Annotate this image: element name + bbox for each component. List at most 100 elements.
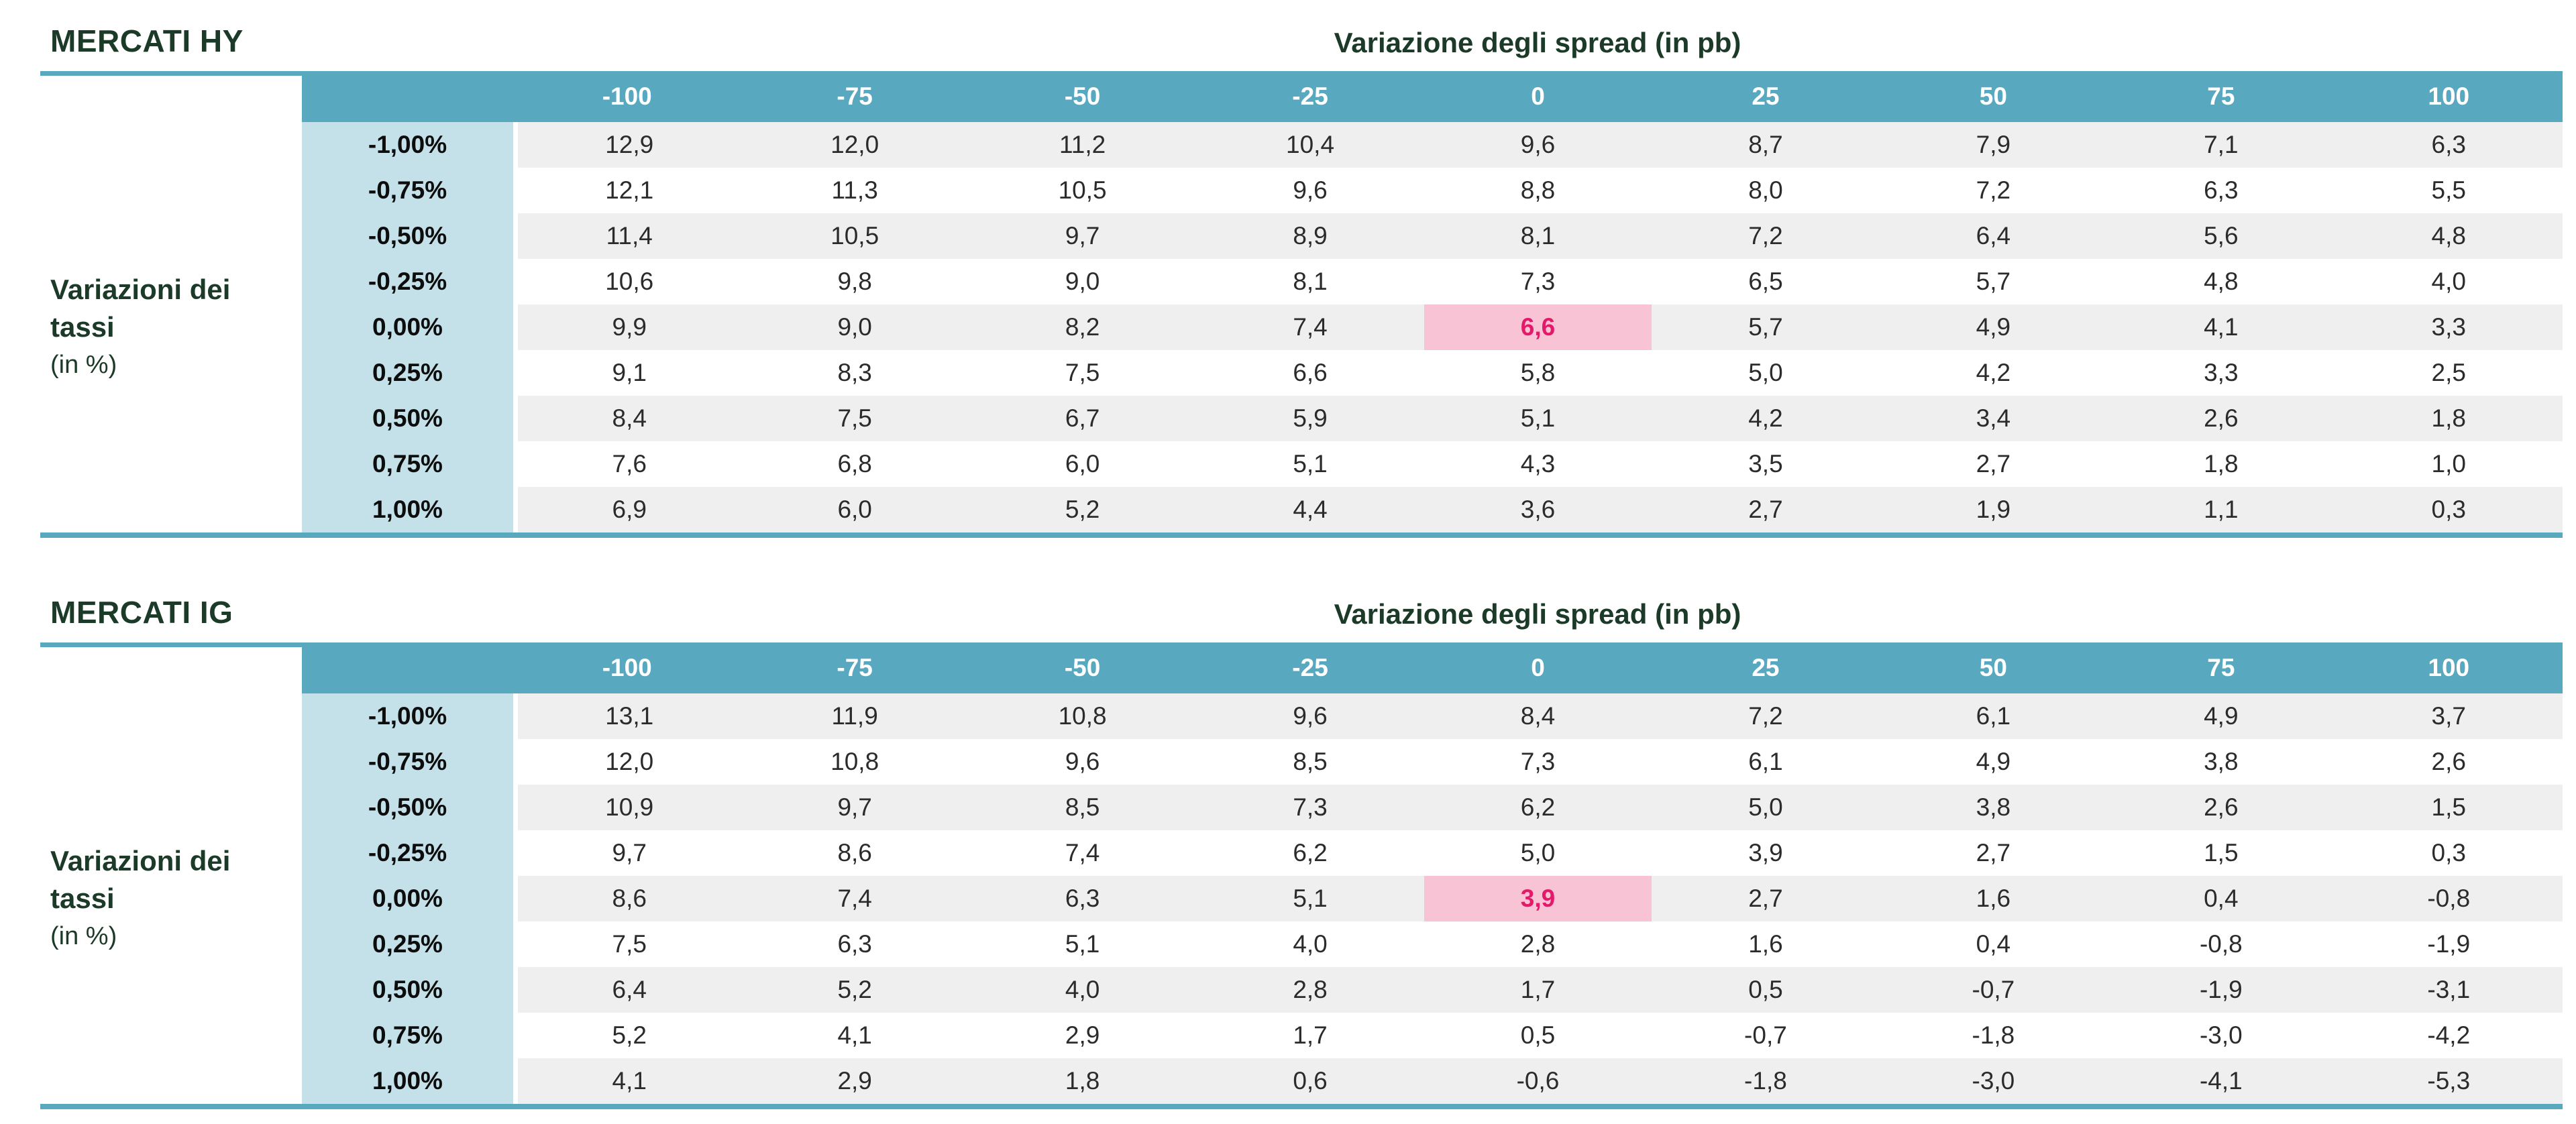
- matrix-cell: 10,8: [741, 739, 969, 785]
- rate-row-header: 0,75%: [302, 441, 513, 487]
- matrix-cell: 6,8: [741, 441, 969, 487]
- matrix-cell: 0,5: [1424, 1013, 1652, 1058]
- matrix-cell: 1,9: [1879, 487, 2108, 532]
- matrix-cell: 5,2: [513, 1013, 741, 1058]
- spread-header-empty-cell: [302, 71, 513, 122]
- spread-col-header: 0: [1424, 71, 1652, 122]
- matrix-cell: 6,2: [1424, 785, 1652, 830]
- matrix-cell: 1,8: [968, 1058, 1197, 1104]
- rate-row-header: 1,00%: [302, 1058, 513, 1104]
- rate-axis-corner: [40, 642, 302, 693]
- matrix-cell: 8,8: [1424, 168, 1652, 213]
- matrix-cell: 5,1: [1196, 441, 1424, 487]
- spread-col-header: -75: [741, 71, 969, 122]
- matrix-cell: 0,6: [1196, 1058, 1424, 1104]
- matrix-cell: 12,0: [513, 739, 741, 785]
- matrix-cell: 2,8: [1424, 921, 1652, 967]
- rate-axis-label-line1: Variazioni dei: [50, 274, 231, 305]
- matrix-cell: -0,6: [1424, 1058, 1652, 1104]
- spread-col-header: -75: [741, 642, 969, 693]
- spread-col-header: 50: [1879, 642, 2108, 693]
- matrix-cell: 4,1: [2107, 304, 2335, 350]
- matrix-cell: 6,3: [968, 876, 1197, 921]
- matrix-cell: 9,7: [741, 785, 969, 830]
- matrix-cell: 6,2: [1196, 830, 1424, 876]
- matrix-cell: 2,7: [1879, 830, 2108, 876]
- matrix-cell: 4,9: [1879, 739, 2108, 785]
- rate-axis-label-line2: tassi: [50, 311, 115, 343]
- matrix-cell: 7,4: [741, 876, 969, 921]
- ig-matrix-table: -100 -75 -50 -25 0 25 50 75 100 Variazioni dei tas…: [40, 642, 2563, 1109]
- spread-col-header: -25: [1196, 71, 1424, 122]
- matrix-cell: 5,9: [1196, 396, 1424, 441]
- matrix-cell: -0,8: [2334, 876, 2563, 921]
- matrix-cell: 1,8: [2107, 441, 2335, 487]
- matrix-cell: -4,2: [2334, 1013, 2563, 1058]
- matrix-cell: 4,1: [513, 1058, 741, 1104]
- matrix-cell: 10,4: [1196, 122, 1424, 168]
- matrix-cell: 9,8: [741, 259, 969, 304]
- matrix-cell: 4,0: [1196, 921, 1424, 967]
- ig-table-section: MERCATI IG Variazione degli spread (in p…: [40, 538, 2563, 1109]
- spread-col-header: -50: [968, 71, 1197, 122]
- highlighted-cell: 6,6: [1424, 304, 1652, 350]
- rate-row-header: -0,50%: [302, 785, 513, 830]
- spread-col-header: -100: [513, 71, 741, 122]
- matrix-cell: 0,5: [1652, 967, 1880, 1013]
- matrix-cell: 8,1: [1424, 213, 1652, 259]
- matrix-cell: 2,6: [2107, 396, 2335, 441]
- matrix-cell: 4,1: [741, 1013, 969, 1058]
- market-title-hy: MERCATI HY: [50, 23, 244, 58]
- matrix-cell: 10,6: [513, 259, 741, 304]
- matrix-cell: 7,3: [1424, 259, 1652, 304]
- matrix-cell: 3,8: [1879, 785, 2108, 830]
- rate-row-header: -1,00%: [302, 693, 513, 739]
- matrix-cell: 1,6: [1879, 876, 2108, 921]
- matrix-cell: 10,5: [968, 168, 1197, 213]
- matrix-cell: 6,9: [513, 487, 741, 532]
- spread-col-header: 100: [2334, 642, 2563, 693]
- rate-row-header: -0,75%: [302, 739, 513, 785]
- matrix-cell: 7,2: [1879, 168, 2108, 213]
- matrix-cell: 5,8: [1424, 350, 1652, 396]
- matrix-cell: 1,5: [2334, 785, 2563, 830]
- matrix-cell: 13,1: [513, 693, 741, 739]
- spread-col-header: 75: [2107, 71, 2335, 122]
- matrix-cell: 1,7: [1424, 967, 1652, 1013]
- rate-row-header: 0,00%: [302, 876, 513, 921]
- matrix-cell: 4,9: [2107, 693, 2335, 739]
- matrix-cell: 0,3: [2334, 487, 2563, 532]
- matrix-cell: 8,4: [1424, 693, 1652, 739]
- matrix-cell: 5,1: [1424, 396, 1652, 441]
- matrix-cell: 2,6: [2107, 785, 2335, 830]
- matrix-cell: 8,7: [1652, 122, 1880, 168]
- matrix-cell: 10,9: [513, 785, 741, 830]
- matrix-cell: -4,1: [2107, 1058, 2335, 1104]
- matrix-cell: 11,2: [968, 122, 1197, 168]
- rate-row-header: -0,50%: [302, 213, 513, 259]
- matrix-cell: 1,0: [2334, 441, 2563, 487]
- rate-row-header: 0,50%: [302, 396, 513, 441]
- matrix-cell: 7,3: [1196, 785, 1424, 830]
- matrix-cell: 1,1: [2107, 487, 2335, 532]
- matrix-cell: 6,3: [2334, 122, 2563, 168]
- matrix-cell: -1,8: [1879, 1013, 2108, 1058]
- matrix-cell: 7,2: [1652, 213, 1880, 259]
- matrix-cell: -3,0: [2107, 1013, 2335, 1058]
- matrix-cell: 3,4: [1879, 396, 2108, 441]
- matrix-cell: 0,3: [2334, 830, 2563, 876]
- matrix-cell: 4,8: [2334, 213, 2563, 259]
- matrix-cell: 12,1: [513, 168, 741, 213]
- matrix-cell: 9,6: [1196, 168, 1424, 213]
- matrix-cell: 9,1: [513, 350, 741, 396]
- spread-axis-title-hy: Variazione degli spread (in pb): [1334, 27, 1741, 58]
- matrix-cell: 4,2: [1652, 396, 1880, 441]
- matrix-cell: 8,1: [1196, 259, 1424, 304]
- hy-title-row: MERCATI HY Variazione degli spread (in p…: [40, 0, 2563, 71]
- rate-axis-label-line1: Variazioni dei: [50, 845, 231, 877]
- matrix-cell: 8,5: [1196, 739, 1424, 785]
- matrix-cell: 2,7: [1879, 441, 2108, 487]
- matrix-cell: 3,9: [1652, 830, 1880, 876]
- matrix-cell: 11,4: [513, 213, 741, 259]
- matrix-cell: 2,5: [2334, 350, 2563, 396]
